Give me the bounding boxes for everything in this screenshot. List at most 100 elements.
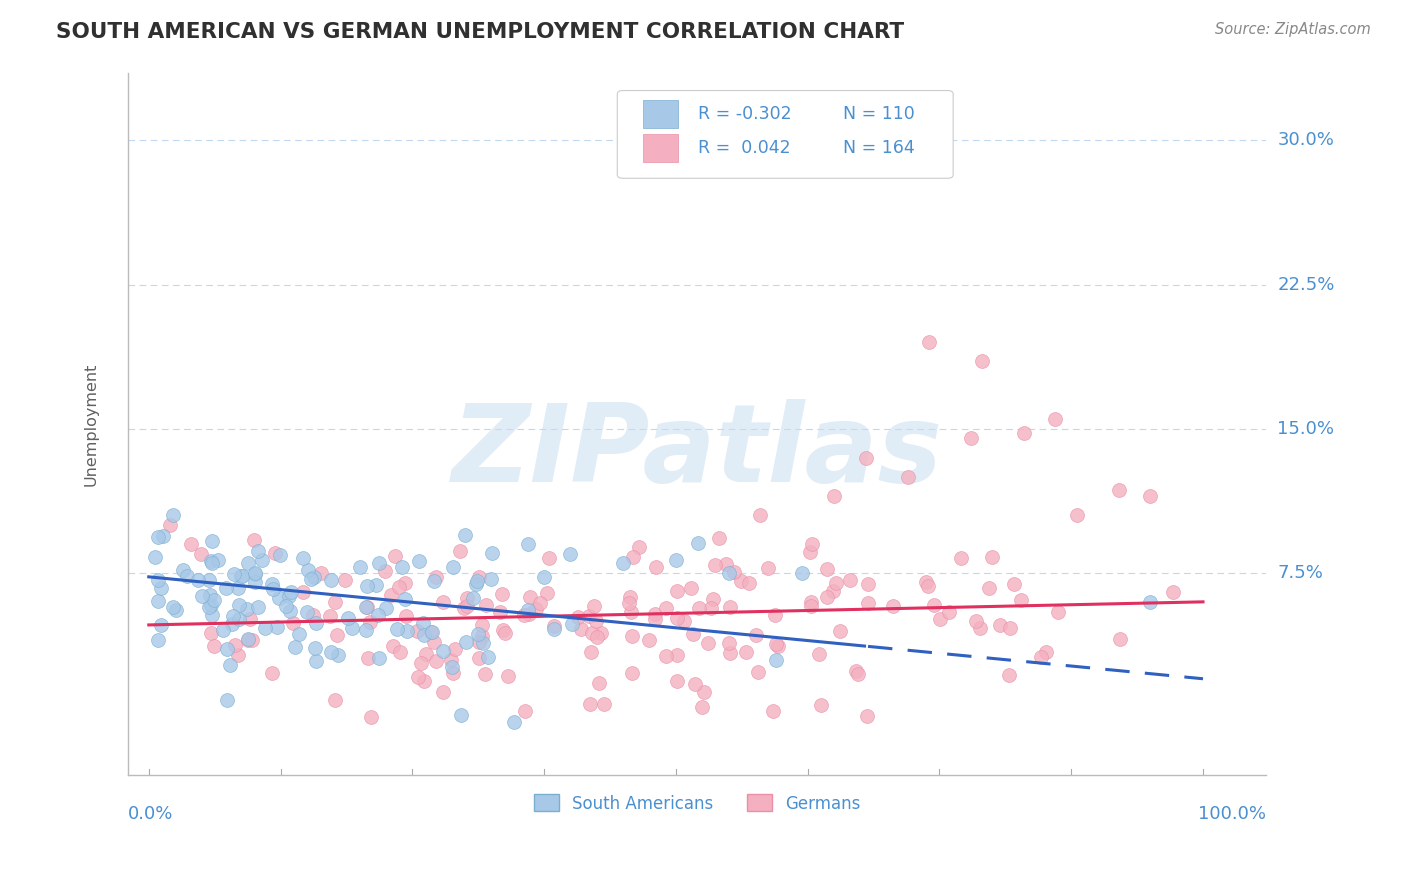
- Point: [373, 564, 395, 578]
- Text: N = 164: N = 164: [842, 139, 914, 157]
- FancyBboxPatch shape: [617, 90, 953, 178]
- Point: [882, 599, 904, 613]
- Point: [799, 545, 821, 559]
- Point: [718, 636, 741, 650]
- Point: [673, 614, 696, 628]
- Point: [354, 600, 377, 615]
- Point: [456, 634, 478, 648]
- Point: [304, 654, 326, 668]
- Point: [703, 558, 725, 572]
- Point: [146, 594, 169, 608]
- Text: 0.0%: 0.0%: [128, 805, 173, 823]
- Point: [302, 607, 325, 622]
- Point: [479, 572, 502, 586]
- Point: [280, 585, 302, 599]
- Point: [807, 647, 830, 661]
- Point: [666, 611, 689, 625]
- Point: [717, 566, 740, 580]
- Text: SOUTH AMERICAN VS GERMAN UNEMPLOYMENT CORRELATION CHART: SOUTH AMERICAN VS GERMAN UNEMPLOYMENT CO…: [56, 22, 904, 42]
- Point: [586, 630, 609, 644]
- Point: [395, 608, 418, 623]
- Point: [176, 569, 198, 583]
- Point: [644, 607, 666, 621]
- Point: [828, 624, 851, 638]
- Point: [295, 605, 318, 619]
- Point: [277, 590, 299, 604]
- Point: [456, 591, 478, 606]
- Point: [150, 618, 173, 632]
- Point: [536, 585, 558, 599]
- Point: [1139, 489, 1161, 503]
- Point: [734, 645, 756, 659]
- Point: [198, 600, 221, 615]
- Point: [323, 594, 346, 608]
- Point: [825, 575, 848, 590]
- Point: [517, 537, 540, 551]
- Point: [858, 596, 880, 610]
- Point: [374, 601, 396, 615]
- Point: [226, 581, 249, 595]
- Point: [146, 530, 169, 544]
- Point: [441, 560, 464, 574]
- Point: [422, 574, 444, 588]
- Point: [838, 573, 860, 587]
- Point: [529, 596, 551, 610]
- Point: [718, 599, 741, 614]
- Point: [243, 575, 266, 590]
- Point: [965, 614, 987, 628]
- Point: [665, 673, 688, 688]
- Point: [692, 699, 714, 714]
- Point: [228, 612, 250, 626]
- Point: [406, 670, 429, 684]
- Point: [243, 533, 266, 548]
- Point: [288, 626, 311, 640]
- Point: [292, 585, 315, 599]
- Point: [219, 657, 242, 672]
- Point: [356, 579, 378, 593]
- Point: [470, 629, 492, 643]
- Point: [239, 612, 262, 626]
- Point: [321, 573, 343, 587]
- Point: [620, 665, 643, 680]
- Point: [238, 557, 260, 571]
- Point: [682, 627, 704, 641]
- Point: [228, 648, 250, 662]
- Point: [456, 599, 478, 614]
- Point: [391, 559, 413, 574]
- Point: [283, 616, 305, 631]
- Point: [367, 608, 389, 623]
- Text: Source: ZipAtlas.com: Source: ZipAtlas.com: [1215, 22, 1371, 37]
- Point: [202, 639, 225, 653]
- Point: [432, 685, 454, 699]
- Point: [198, 588, 221, 602]
- Point: [800, 595, 823, 609]
- Point: [468, 651, 491, 665]
- Point: [749, 508, 772, 523]
- Point: [200, 599, 222, 613]
- Point: [159, 517, 181, 532]
- Point: [1012, 425, 1035, 440]
- Point: [846, 667, 869, 681]
- Point: [333, 573, 356, 587]
- Point: [481, 546, 503, 560]
- Point: [488, 605, 510, 619]
- Point: [579, 645, 602, 659]
- Text: ZIPatlas: ZIPatlas: [451, 399, 942, 505]
- Point: [340, 621, 363, 635]
- Point: [319, 645, 342, 659]
- Point: [737, 576, 759, 591]
- Point: [229, 569, 252, 583]
- Point: [744, 628, 766, 642]
- Point: [201, 556, 224, 570]
- Point: [146, 633, 169, 648]
- Point: [292, 551, 315, 566]
- Point: [800, 599, 823, 614]
- Point: [190, 589, 212, 603]
- Point: [387, 622, 409, 636]
- Point: [543, 619, 565, 633]
- Text: 7.5%: 7.5%: [1278, 564, 1323, 582]
- Point: [897, 470, 920, 484]
- Point: [432, 594, 454, 608]
- Point: [524, 602, 547, 616]
- Point: [260, 665, 283, 680]
